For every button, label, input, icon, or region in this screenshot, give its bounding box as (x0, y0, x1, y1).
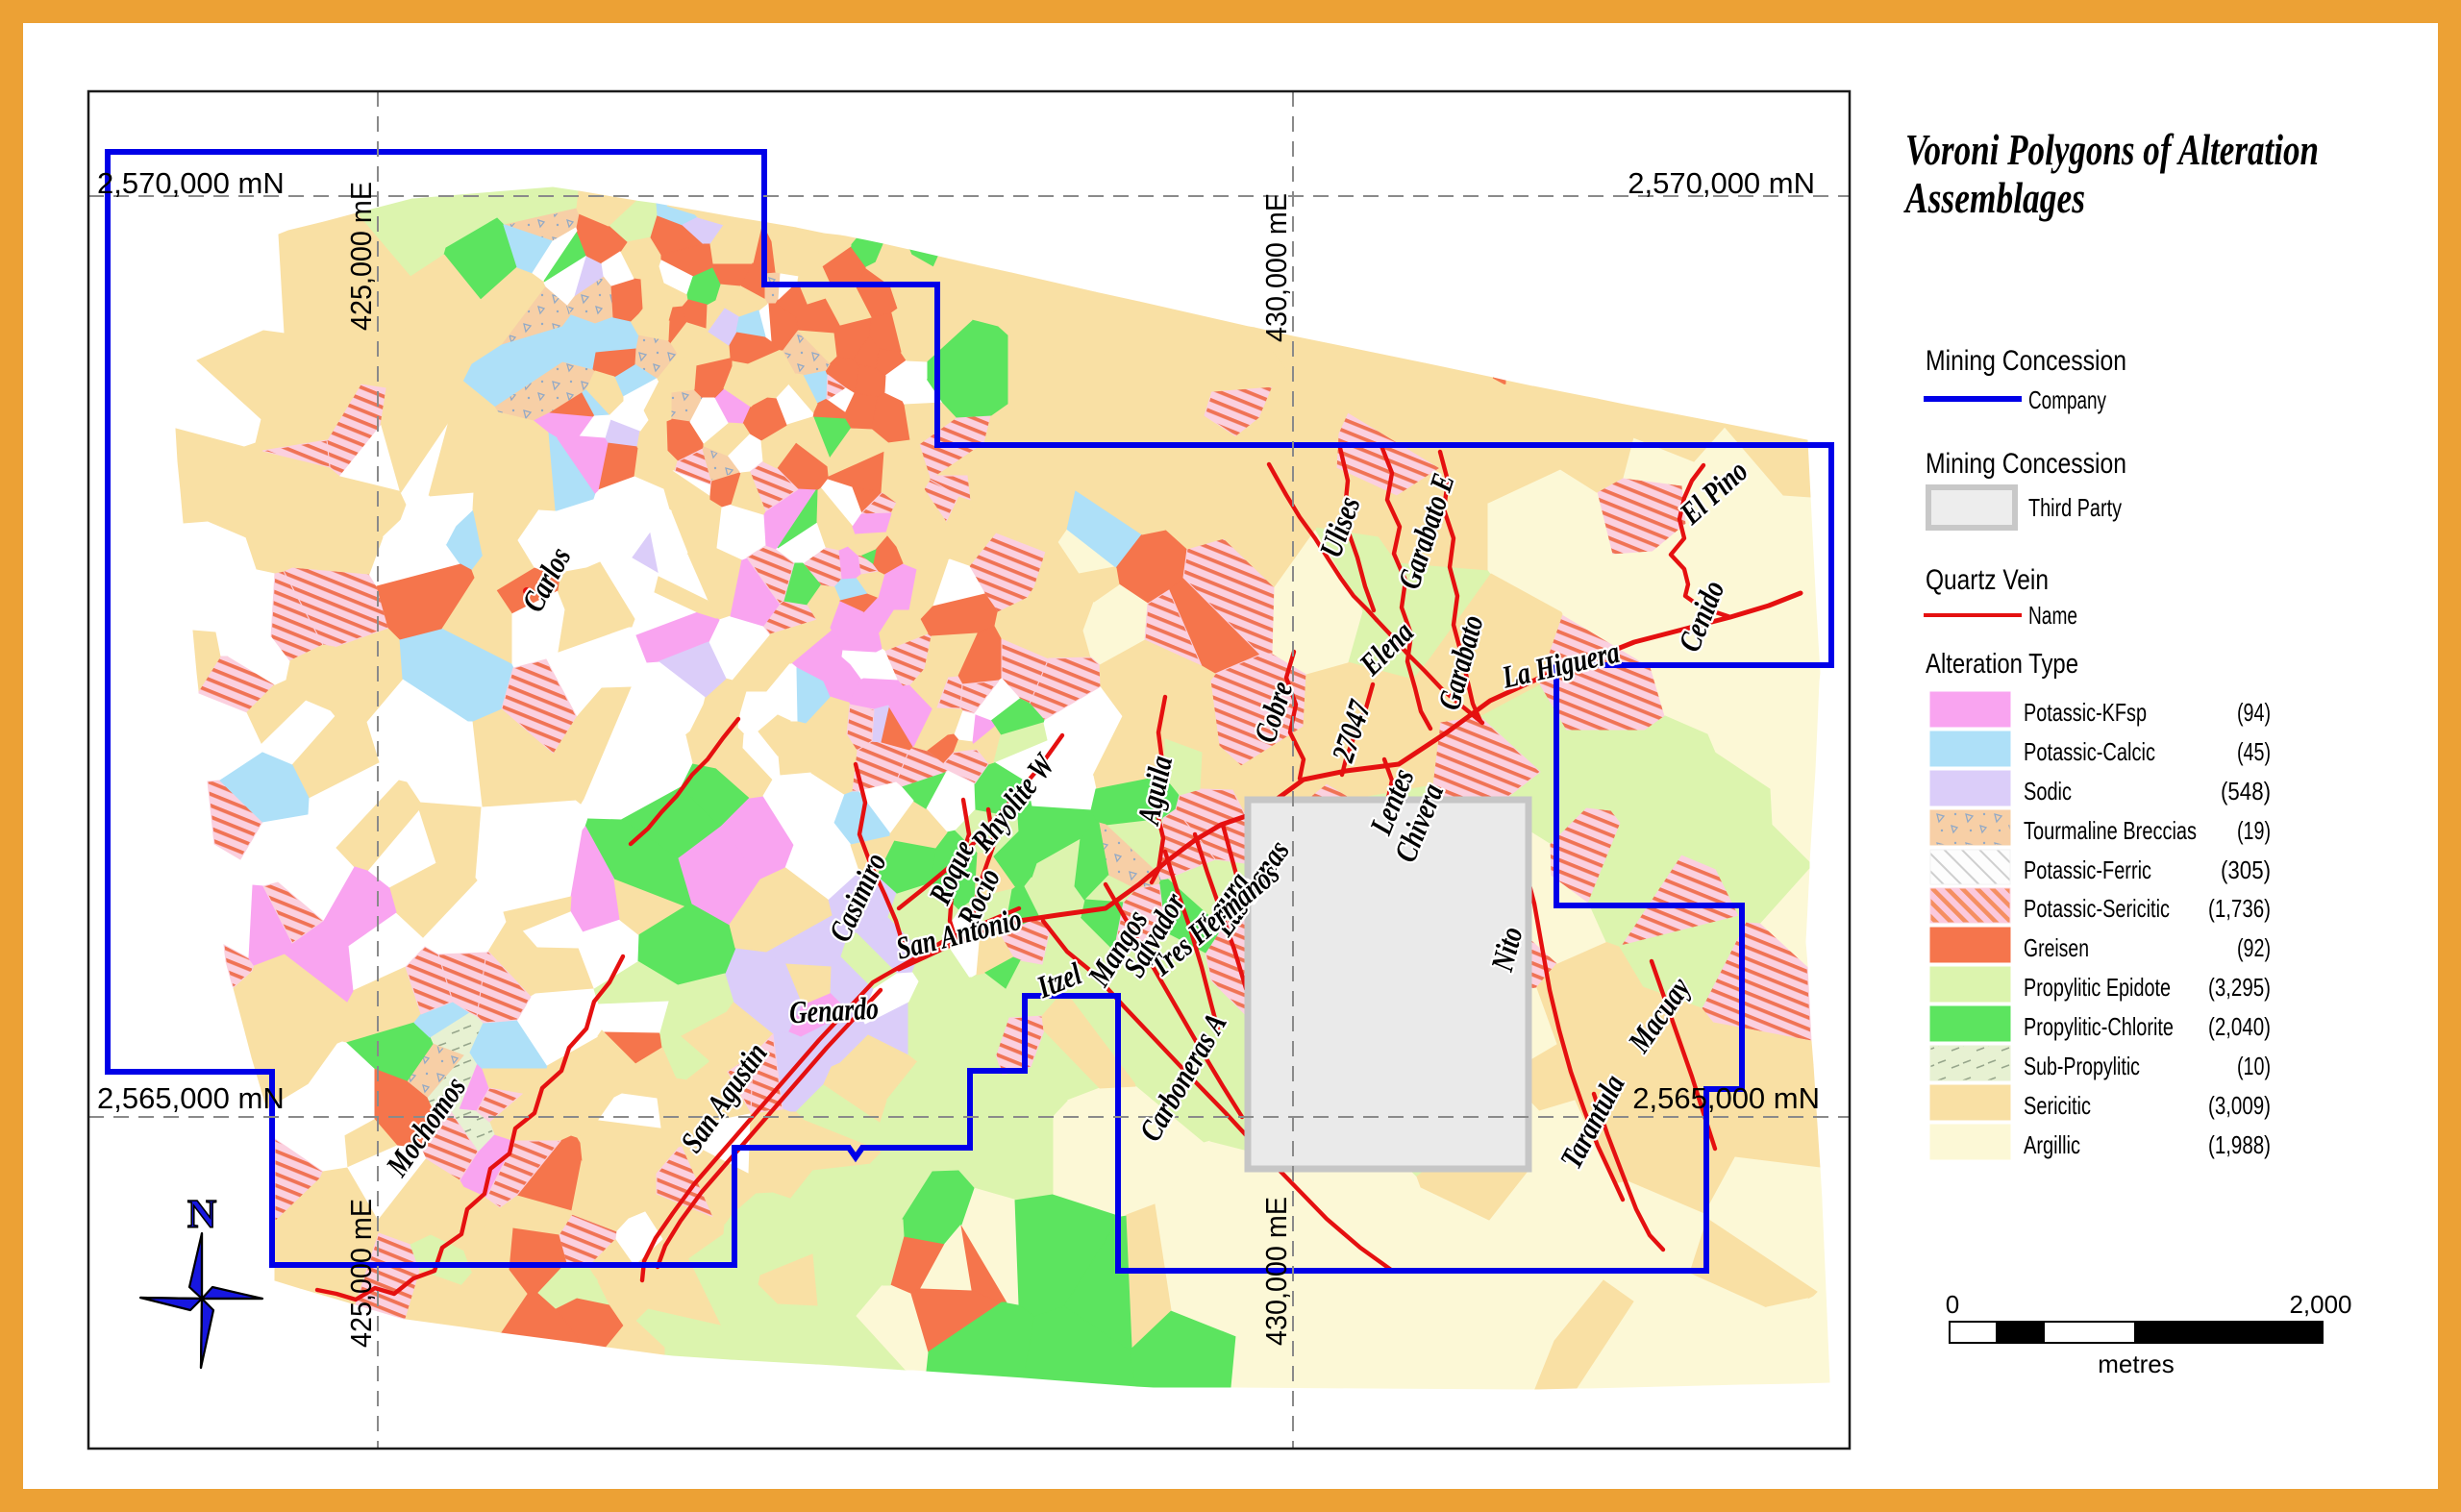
svg-text:(1,736): (1,736) (2208, 894, 2271, 923)
svg-text:Sodic: Sodic (2024, 777, 2072, 806)
svg-text:2,570,000 mN: 2,570,000 mN (1628, 166, 1815, 200)
svg-text:(10): (10) (2237, 1052, 2271, 1080)
svg-text:430,000 mE: 430,000 mE (1259, 193, 1293, 342)
svg-text:(3,009): (3,009) (2208, 1091, 2271, 1120)
svg-text:Propylitic-Chlorite: Propylitic-Chlorite (2024, 1012, 2174, 1041)
svg-text:Potassic-KFsp: Potassic-KFsp (2024, 698, 2147, 727)
svg-text:Voroni Polygons of Alteration: Voroni Polygons of Alteration (1905, 125, 2319, 174)
svg-text:2,000: 2,000 (2289, 1290, 2351, 1319)
svg-text:Argillic: Argillic (2024, 1130, 2080, 1159)
svg-text:2,565,000 mN: 2,565,000 mN (97, 1081, 285, 1115)
svg-text:(305): (305) (2221, 855, 2271, 884)
svg-text:425,000 mE: 425,000 mE (344, 1199, 378, 1348)
svg-text:Third Party: Third Party (2028, 493, 2122, 522)
svg-text:425,000 mE: 425,000 mE (344, 182, 378, 331)
svg-text:Potassic-Calcic: Potassic-Calcic (2024, 737, 2155, 766)
svg-text:Assemblages: Assemblages (1903, 173, 2085, 222)
svg-text:430,000 mE: 430,000 mE (1259, 1197, 1293, 1346)
svg-text:(1,988): (1,988) (2208, 1130, 2271, 1159)
svg-text:(19): (19) (2237, 816, 2271, 845)
svg-text:Propylitic Epidote: Propylitic Epidote (2024, 973, 2171, 1002)
svg-text:Genardo: Genardo (788, 992, 880, 1030)
svg-text:(548): (548) (2221, 777, 2271, 806)
svg-text:(45): (45) (2237, 737, 2271, 766)
svg-text:Sericitic: Sericitic (2024, 1091, 2091, 1120)
svg-text:Potassic-Sericitic: Potassic-Sericitic (2024, 894, 2170, 923)
svg-text:Potassic-Ferric: Potassic-Ferric (2024, 855, 2151, 884)
svg-text:N: N (187, 1193, 216, 1237)
svg-text:Mining Concession: Mining Concession (1926, 448, 2126, 480)
svg-text:2,570,000 mN: 2,570,000 mN (97, 166, 285, 200)
svg-text:Mining Concession: Mining Concession (1926, 345, 2126, 377)
svg-text:Company: Company (2028, 385, 2106, 414)
svg-text:(2,040): (2,040) (2208, 1012, 2271, 1041)
svg-text:Tourmaline Breccias: Tourmaline Breccias (2024, 816, 2197, 845)
svg-text:Alteration Type: Alteration Type (1926, 649, 2078, 680)
svg-text:(92): (92) (2237, 933, 2271, 962)
svg-text:(3,295): (3,295) (2208, 973, 2271, 1002)
svg-text:0: 0 (1946, 1290, 1959, 1319)
svg-text:2,565,000 mN: 2,565,000 mN (1632, 1081, 1820, 1115)
svg-text:metres: metres (2098, 1350, 2174, 1378)
svg-text:Sub-Propylitic: Sub-Propylitic (2024, 1052, 2140, 1080)
svg-text:Greisen: Greisen (2024, 933, 2089, 962)
svg-text:(94): (94) (2237, 698, 2271, 727)
svg-text:Name: Name (2028, 601, 2077, 630)
svg-text:Quartz Vein: Quartz Vein (1926, 564, 2049, 596)
